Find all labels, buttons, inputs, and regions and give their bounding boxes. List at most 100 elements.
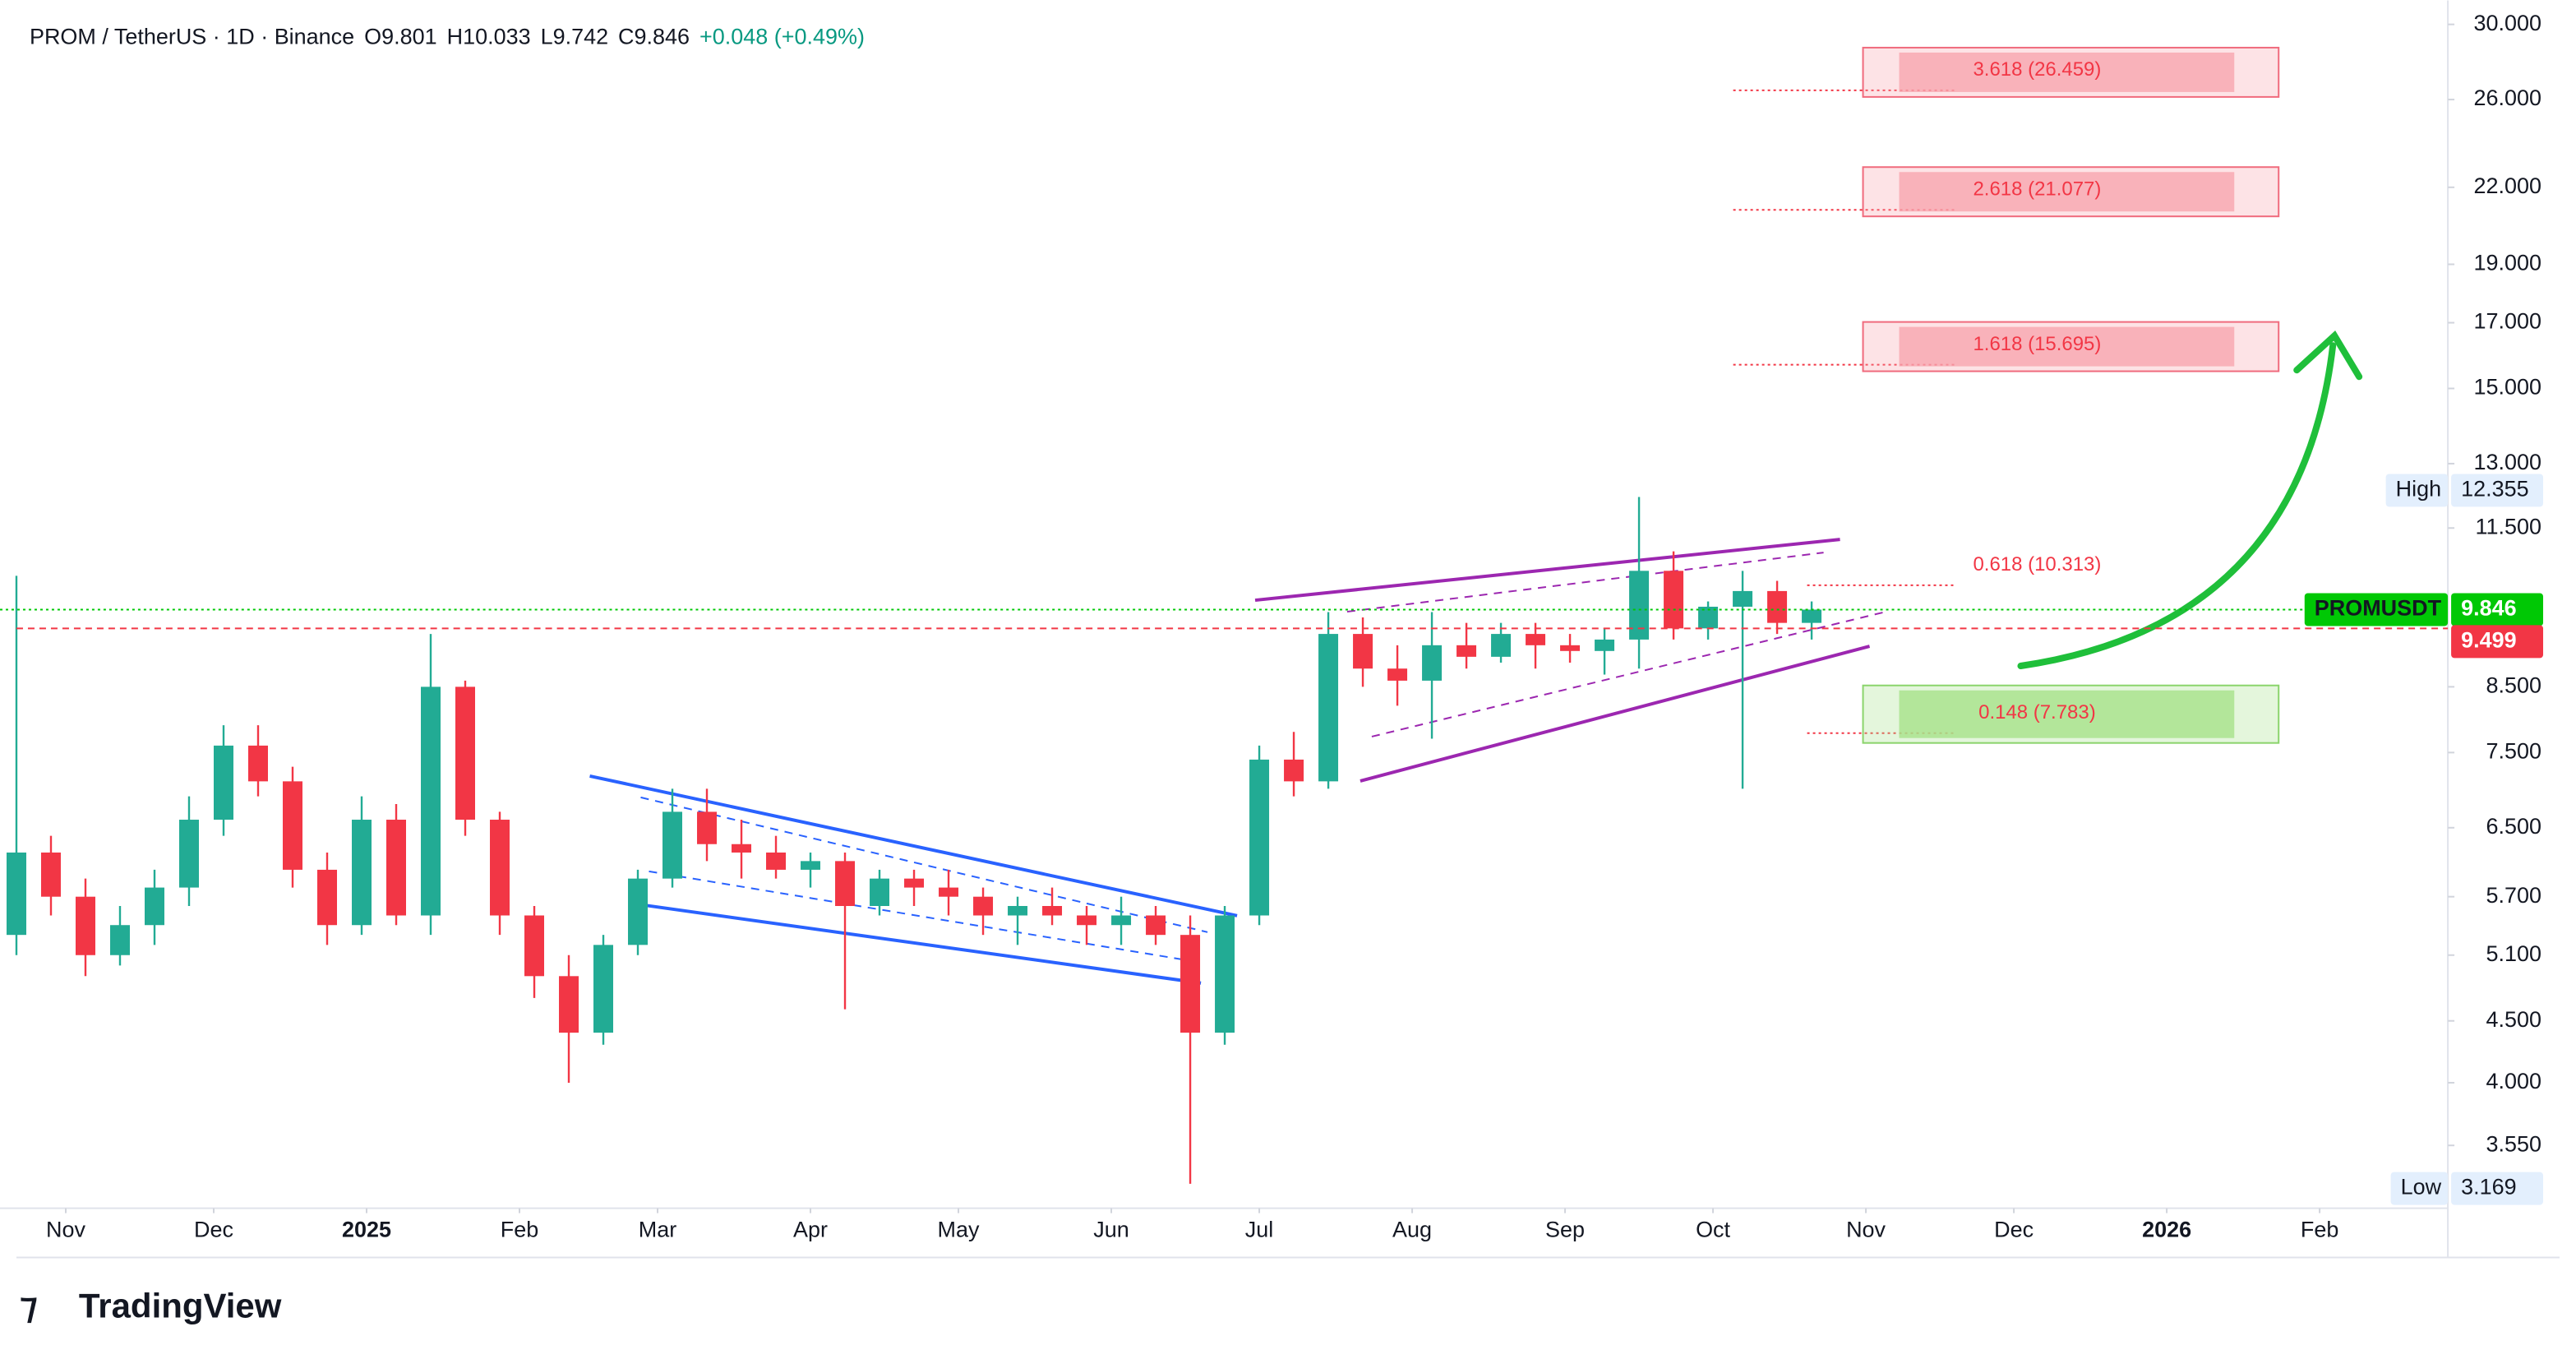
y-tick-label: 15.000	[2474, 375, 2542, 400]
x-tick-label: Mar	[639, 1218, 676, 1242]
y-tick-label: 17.000	[2474, 309, 2542, 334]
y-tick-label: 22.000	[2474, 173, 2542, 198]
y-tick-label: 3.550	[2486, 1131, 2542, 1156]
candle-body	[662, 811, 683, 879]
candle-body	[75, 896, 95, 955]
price-badge	[2451, 593, 2544, 626]
y-tick-label: 6.500	[2486, 814, 2542, 839]
candle-body	[835, 861, 856, 906]
candle-body	[973, 896, 994, 916]
x-tick-label: Jun	[1093, 1218, 1129, 1242]
candle-body	[6, 852, 26, 936]
candle-body	[1422, 645, 1443, 681]
candle-body	[109, 925, 130, 955]
candle-body	[490, 820, 510, 916]
candle-body	[1318, 634, 1339, 782]
price-badge-name-bg	[2385, 474, 2449, 507]
ohlc-value: C9.846	[618, 25, 690, 49]
fib-label: 2.618 (21.077)	[1973, 178, 2101, 201]
candle-body	[1595, 639, 1615, 651]
candle-body	[1146, 915, 1166, 936]
price-badge-name: PROMUSDT	[2315, 596, 2442, 621]
price-badge-name: Low	[2401, 1175, 2442, 1200]
candle-body	[1215, 915, 1235, 1033]
candle-body	[1353, 634, 1373, 669]
trendline	[1346, 552, 1824, 613]
y-tick-label: 5.700	[2486, 883, 2542, 908]
candle-body	[352, 820, 372, 926]
candle-body	[214, 745, 233, 820]
x-tick-label: Feb	[501, 1218, 538, 1242]
candles	[6, 497, 1822, 1184]
price-badge-name-bg	[2304, 593, 2449, 626]
fib-label: 0.618 (10.313)	[1973, 553, 2101, 575]
ohlc-value: L9.742	[541, 25, 608, 49]
candle-body	[179, 820, 199, 888]
fib-zone-inner	[1899, 172, 2235, 212]
trendline	[1360, 645, 1871, 783]
fib-label: 3.618 (26.459)	[1973, 58, 2101, 81]
candle-body	[1698, 606, 1719, 629]
y-tick-label: 4.500	[2486, 1007, 2542, 1032]
ohlc-value: O9.801	[364, 25, 436, 49]
y-tick-label: 8.500	[2486, 673, 2542, 698]
price-badge-name: High	[2396, 477, 2441, 502]
brand-name: TradingView	[79, 1287, 282, 1325]
fib-label: 1.618 (15.695)	[1973, 333, 2101, 355]
ohlc-value: H10.033	[447, 25, 531, 49]
candle-body	[386, 820, 406, 916]
y-tick-label: 19.000	[2474, 251, 2542, 275]
candle-body	[1802, 609, 1822, 623]
arrow-head	[2293, 331, 2363, 381]
fib-zone-inner	[1899, 326, 2235, 367]
candle-body	[40, 852, 61, 897]
candle-body	[593, 945, 614, 1033]
candle-body	[801, 861, 821, 870]
ohlc-value: +0.048 (+0.49%)	[699, 25, 865, 49]
candle-body	[1111, 915, 1132, 926]
candle-body	[1664, 571, 1684, 629]
candle-body	[1629, 571, 1650, 640]
candle-body	[524, 915, 545, 977]
symbol-title: PROM / TetherUS · 1D · Binance	[30, 25, 354, 49]
candle-body	[1733, 590, 1753, 607]
candle-body	[1767, 590, 1788, 623]
projection-arrow	[2017, 331, 2363, 670]
y-tick-label: 26.000	[2474, 86, 2542, 110]
candle-body	[628, 878, 649, 945]
candle-body	[248, 745, 268, 782]
candle-body	[904, 878, 925, 888]
y-tick-label: 5.100	[2486, 941, 2542, 966]
candle-body	[1457, 645, 1477, 657]
y-tick-label: 7.500	[2486, 738, 2542, 763]
fib-zone-inner	[1899, 690, 2235, 738]
candle-body	[317, 869, 337, 926]
x-tick-label: 2026	[2142, 1218, 2191, 1242]
candle-body	[732, 844, 752, 853]
y-tick-label: 11.500	[2476, 514, 2541, 539]
candle-body	[870, 878, 890, 906]
candle-body	[697, 811, 718, 844]
trendline	[589, 774, 1238, 918]
rising-channel	[1254, 538, 1886, 783]
y-tick-label: 4.000	[2486, 1069, 2542, 1093]
candle-body	[1284, 759, 1304, 782]
candle-body	[1249, 759, 1270, 916]
price-badge-value: 3.169	[2461, 1175, 2516, 1200]
x-tick-label: 2025	[342, 1218, 391, 1242]
x-tick-label: Aug	[1392, 1218, 1432, 1242]
x-tick-label: Oct	[1696, 1218, 1730, 1242]
fib-zone-inner	[1899, 52, 2235, 92]
trendline	[1254, 538, 1840, 603]
candle-body	[1042, 905, 1063, 916]
y-tick-label: 30.000	[2474, 11, 2542, 35]
x-tick-label: Dec	[1994, 1218, 2034, 1242]
candle-body	[766, 852, 787, 870]
candle-body	[421, 686, 441, 916]
price-badge	[2451, 474, 2544, 507]
x-tick-label: Nov	[1846, 1218, 1886, 1242]
price-badge-value: 9.499	[2461, 628, 2516, 653]
price-badge	[2451, 625, 2544, 659]
